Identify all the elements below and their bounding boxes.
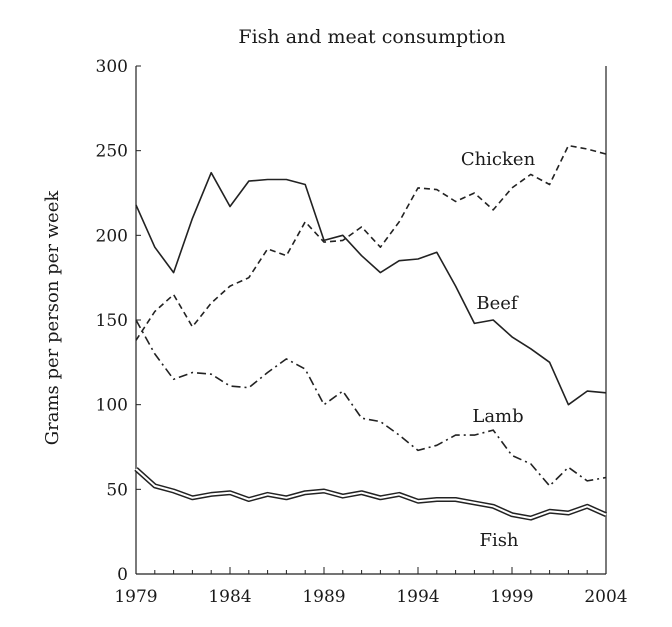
- series-layer: [134, 144, 608, 521]
- chart-title: Fish and meat consumption: [238, 26, 505, 48]
- y-tick-label: 100: [96, 396, 128, 416]
- x-tick-label: 1979: [114, 587, 157, 607]
- chicken-series-label: Chicken: [461, 149, 536, 170]
- y-tick-label: 200: [96, 226, 128, 246]
- y-tick-label: 0: [117, 565, 128, 585]
- x-tick-label: 1984: [208, 587, 251, 607]
- series-labels: Chicken Beef Lamb Fish: [461, 149, 536, 551]
- y-tick-label: 300: [96, 57, 128, 77]
- y-tick-label: 250: [96, 142, 128, 162]
- y-tick-label: 150: [96, 311, 128, 331]
- fish-line-outer: [134, 467, 608, 521]
- x-tick-label: 1989: [302, 587, 345, 607]
- chicken-line: [135, 144, 607, 341]
- y-tick-label: 50: [106, 480, 128, 500]
- x-tick-label: 1994: [396, 587, 439, 607]
- fish-series-label: Fish: [479, 530, 518, 551]
- y-axis-label: Grams per person per week: [42, 190, 63, 446]
- x-tick-label: 1999: [490, 587, 533, 607]
- lamb-line: [135, 319, 607, 487]
- axes: 0 50 100 150 200 250 300 1979 1984 1989 1994 1999 20…: [96, 57, 628, 607]
- x-tick-label: 2004: [584, 587, 627, 607]
- beef-series-label: Beef: [476, 293, 519, 314]
- lamb-series-label: Lamb: [472, 406, 523, 427]
- beef-line: [135, 171, 607, 406]
- fish-line-inner: [135, 468, 607, 520]
